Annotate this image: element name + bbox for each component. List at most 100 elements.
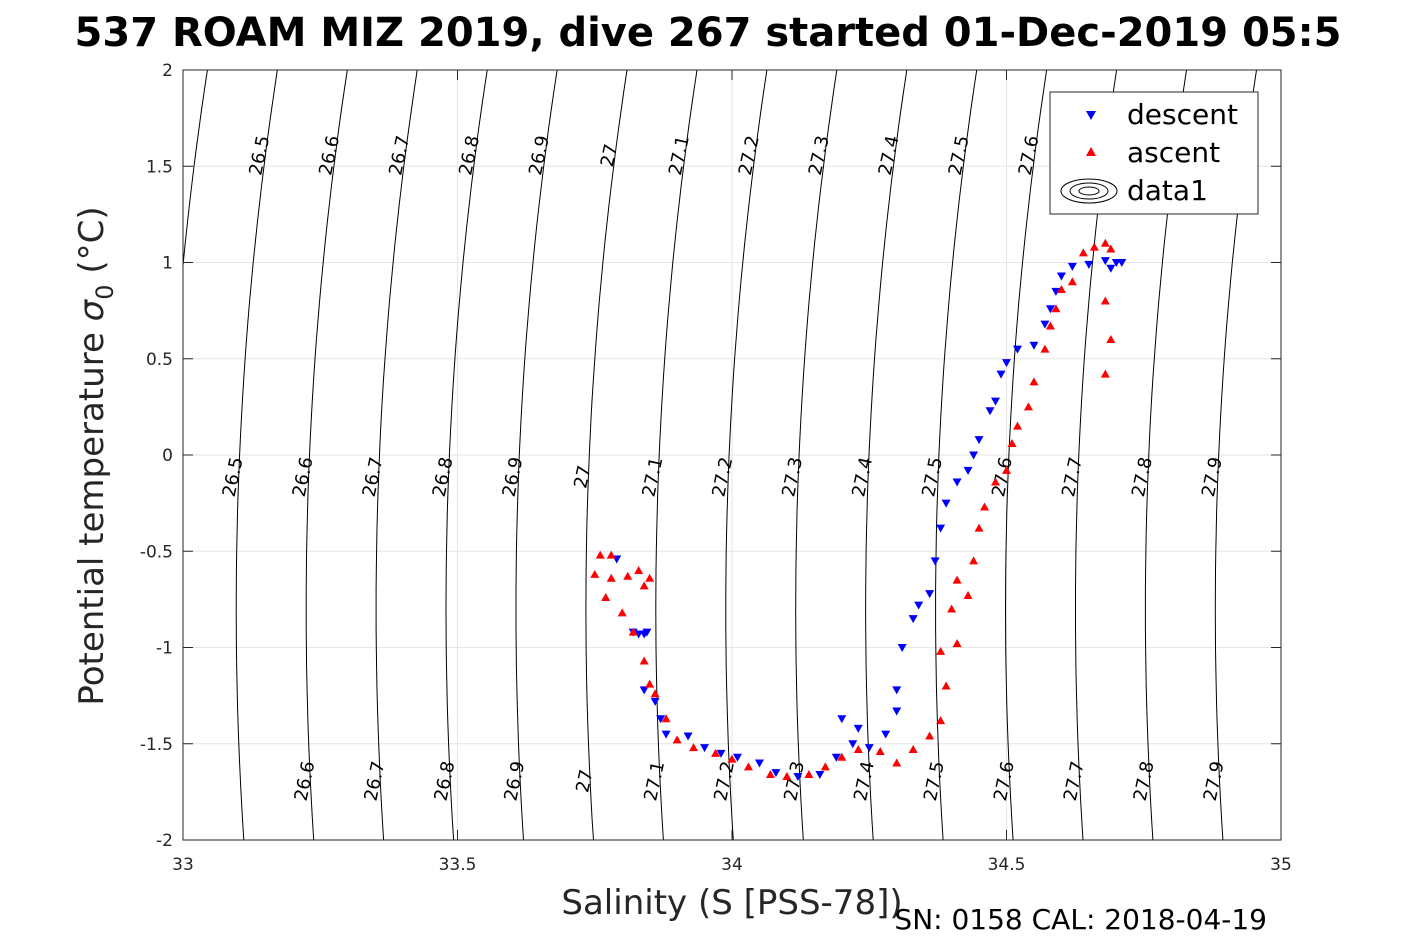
ascent-point — [892, 758, 902, 767]
descent-point — [700, 744, 710, 753]
y-tick-label: 2 — [162, 61, 173, 81]
y-tick-label: 1 — [162, 254, 173, 274]
descent-point — [991, 397, 1001, 406]
ascent-point — [947, 604, 957, 613]
y-tick-label: 0 — [162, 446, 173, 466]
ascent-point — [952, 575, 962, 584]
ascent-point — [925, 731, 935, 740]
descent-point — [1012, 345, 1022, 354]
x-axis-label: Salinity (S [PSS-78]) — [561, 883, 902, 923]
ascent-point — [711, 748, 721, 757]
descent-point — [1100, 257, 1110, 266]
descent-point — [837, 715, 847, 724]
descent-point — [925, 590, 935, 599]
ascent-point — [1023, 402, 1033, 411]
descent-point — [864, 744, 874, 753]
isopycnal-line — [515, 70, 558, 840]
descent-point — [661, 730, 671, 739]
isopycnal-line — [183, 70, 208, 271]
ascent-point — [1002, 465, 1011, 474]
descent-point — [952, 478, 962, 487]
descent-point — [656, 715, 666, 724]
series-descent — [612, 257, 1127, 781]
ascent-point — [639, 656, 649, 665]
ascent-point — [820, 762, 830, 771]
y-axis-label-unit: (°C) — [72, 206, 112, 284]
descent-point — [897, 644, 907, 652]
ascent-point — [782, 771, 792, 780]
descent-point — [1051, 287, 1061, 296]
ascent-point — [1007, 438, 1017, 447]
isopycnal-contours — [183, 70, 1326, 840]
isopycnal-line — [865, 70, 908, 840]
descent-point — [974, 436, 984, 445]
descent-point — [930, 557, 940, 566]
axis-ticks: 33 33.5 34 34.5 35 2 1.5 1 0.5 0 -0.5 -1 -1.5 -2 — [140, 61, 1292, 875]
descent-point — [936, 524, 946, 533]
ascent-point — [952, 639, 962, 648]
ascent-point — [727, 754, 737, 763]
descent-point — [815, 771, 825, 780]
isopycnal-line — [1285, 70, 1326, 840]
ascent-point — [623, 571, 633, 580]
ascent-point — [936, 716, 946, 725]
descent-point — [716, 749, 726, 758]
ascent-point — [606, 550, 616, 559]
ascent-point — [908, 745, 918, 754]
ascent-point — [1045, 321, 1055, 330]
descent-point — [1117, 259, 1127, 267]
ascent-point — [1100, 238, 1110, 247]
descent-point — [1045, 305, 1055, 314]
descent-point — [1040, 320, 1050, 329]
descent-point — [1056, 272, 1066, 281]
isopycnal-line — [235, 70, 278, 840]
x-tick-label: 34.5 — [988, 855, 1026, 875]
ascent-point — [590, 569, 600, 578]
legend: descent ascent data1 — [1049, 91, 1259, 215]
ascent-point — [606, 573, 616, 582]
descent-point — [969, 451, 979, 460]
descent-point — [963, 466, 973, 475]
y-tick-label: 1.5 — [146, 157, 173, 177]
ascent-point — [672, 735, 682, 744]
descent-point — [1084, 260, 1094, 269]
ascent-point — [804, 770, 814, 779]
y-tick-label: -2 — [156, 831, 173, 851]
ascent-point — [601, 592, 611, 601]
descent-point — [941, 499, 951, 508]
ascent-point — [645, 573, 655, 582]
descent-point — [908, 615, 918, 624]
ascent-point — [969, 556, 979, 565]
descent-point — [1002, 359, 1011, 368]
ascent-point — [628, 627, 638, 636]
x-tick-label: 33 — [172, 855, 194, 875]
isopycnal-line — [445, 70, 488, 840]
ascent-point — [963, 591, 973, 600]
ascent-point — [765, 770, 775, 779]
descent-point — [1067, 262, 1077, 271]
ascent-point — [1012, 421, 1022, 430]
ascent-point — [1078, 248, 1088, 257]
descent-point — [793, 772, 803, 781]
legend-descent-label: descent — [1127, 98, 1238, 131]
chart-title: 537 ROAM MIZ 2019, dive 267 started 01-D… — [75, 10, 1342, 56]
descent-point — [985, 407, 995, 416]
descent-point — [914, 601, 924, 610]
ascent-point — [617, 608, 627, 617]
ascent-point — [1106, 335, 1116, 343]
ascent-point — [1100, 296, 1110, 305]
x-tick-label: 35 — [1270, 855, 1292, 875]
descent-point — [1029, 341, 1039, 350]
ascent-point — [974, 523, 984, 532]
isopycnal-label: 27 — [597, 142, 622, 169]
ascent-point — [980, 502, 990, 511]
ascent-point — [1100, 369, 1110, 378]
legend-contour-label: data1 — [1127, 174, 1208, 207]
ascent-point — [853, 745, 863, 754]
isopycnal-line — [655, 70, 698, 840]
ascent-point — [1106, 244, 1116, 253]
descent-point — [892, 707, 902, 716]
descent-point — [848, 740, 858, 749]
footer-serial-calibration: SN: 0158 CAL: 2018-04-19 — [894, 903, 1267, 936]
